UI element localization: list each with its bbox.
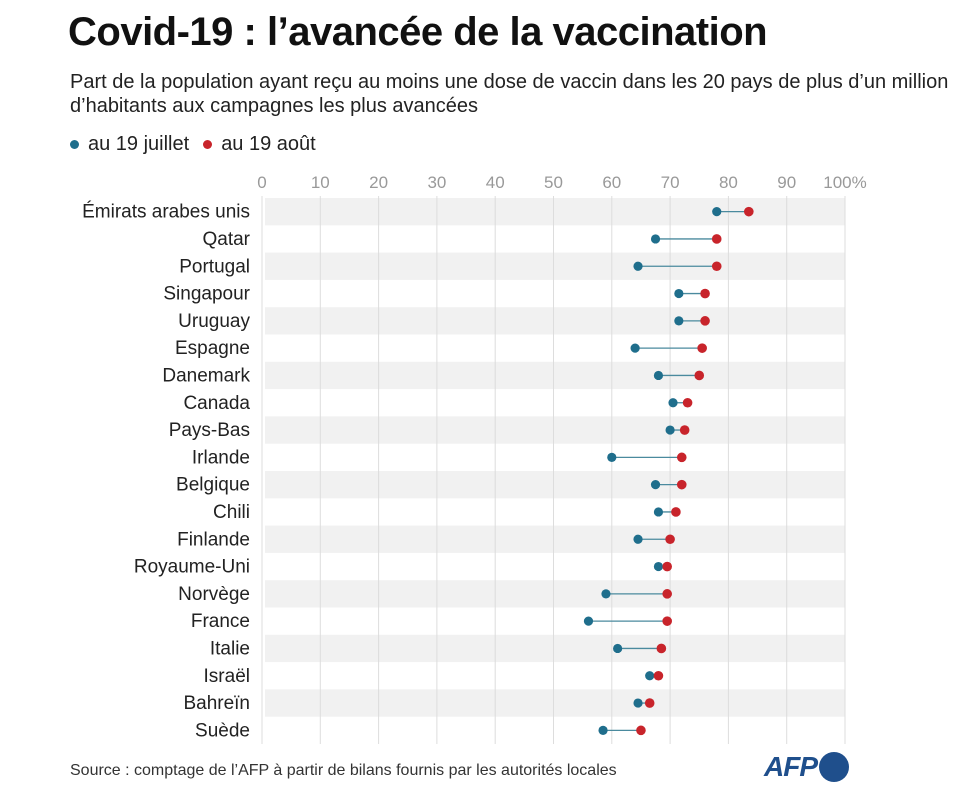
category-label: Israël — [204, 666, 250, 687]
legend-item-august: au 19 août — [203, 133, 316, 156]
point-august — [682, 397, 693, 408]
point-august — [700, 316, 710, 326]
point-august — [671, 507, 681, 517]
category-label: Bahreïn — [183, 693, 250, 714]
point-july — [601, 589, 611, 599]
point-july — [598, 725, 608, 735]
chart-subtitle: Part de la population ayant reçu au moin… — [70, 71, 949, 117]
legend-item-july: au 19 juillet — [70, 133, 189, 156]
point-july — [665, 425, 675, 435]
category-label: Norvège — [178, 584, 250, 605]
point-july — [712, 207, 722, 217]
legend-label-august: au 19 août — [221, 133, 316, 155]
x-tick-label: 70 — [661, 173, 680, 192]
x-tick-label: 20 — [369, 173, 388, 192]
point-july — [653, 561, 664, 572]
point-july — [633, 534, 643, 544]
point-august — [662, 589, 672, 599]
point-august — [656, 643, 667, 654]
row-band — [265, 689, 845, 717]
point-august — [665, 534, 675, 545]
category-label: Finlande — [177, 529, 250, 550]
point-july — [653, 507, 664, 517]
x-tick-label: 40 — [486, 173, 505, 192]
category-label: Uruguay — [178, 311, 250, 332]
point-august — [697, 343, 707, 353]
afp-logo-text: AFP — [764, 751, 818, 782]
category-label: Royaume-Uni — [134, 557, 250, 578]
row-band — [265, 471, 845, 499]
point-july — [645, 671, 655, 681]
category-label: Chili — [213, 502, 250, 523]
point-august — [662, 616, 672, 626]
point-august — [744, 206, 754, 217]
chart-title: Covid-19 : l’avancée de la vaccination — [68, 10, 768, 54]
row-band — [265, 252, 845, 280]
point-july — [650, 480, 661, 490]
legend-dot-july — [70, 140, 79, 149]
row-band — [265, 198, 845, 226]
afp-logo-circle-icon — [819, 752, 849, 782]
category-label: Qatar — [202, 229, 250, 250]
point-july — [583, 616, 594, 626]
point-august — [679, 425, 690, 435]
category-label: Canada — [183, 393, 250, 414]
legend-dot-august — [203, 140, 213, 149]
x-tick-label: 0 — [257, 173, 266, 192]
source-note: Source : comptage de l’AFP à partir de b… — [70, 762, 617, 779]
point-august — [711, 234, 722, 244]
x-tick-label: 80 — [719, 173, 738, 192]
x-tick-label: 50 — [544, 173, 563, 192]
point-july — [674, 288, 684, 299]
category-label: Irlande — [192, 447, 250, 468]
dot-plot-chart: 0 10 20 30 40 50 60 70 80 90 100% Émirats arabes un… — [82, 173, 867, 744]
x-tick-label: 30 — [427, 173, 446, 192]
row-band — [265, 525, 845, 553]
x-tick-label: 100% — [823, 173, 866, 192]
category-label: Italie — [210, 638, 250, 659]
afp-logo: AFP — [764, 751, 849, 783]
point-august — [676, 479, 687, 490]
point-july — [633, 261, 643, 271]
point-august — [711, 261, 722, 272]
point-july — [650, 234, 661, 244]
x-tick-label: 90 — [777, 173, 796, 192]
category-label: Portugal — [179, 256, 250, 277]
row-band — [265, 307, 845, 335]
point-august — [700, 288, 710, 299]
category-label: Pays-Bas — [169, 420, 250, 441]
row-band — [265, 361, 845, 390]
point-july — [674, 316, 684, 326]
legend: au 19 juillet au 19 août — [70, 133, 330, 156]
point-august — [662, 561, 672, 572]
x-tick-label: 60 — [602, 173, 621, 192]
legend-label-july: au 19 juillet — [88, 133, 190, 155]
category-label: Singapour — [163, 284, 250, 305]
row-band — [265, 416, 845, 444]
point-july — [653, 370, 664, 381]
point-august — [636, 725, 646, 736]
point-august — [644, 698, 655, 708]
point-august — [653, 670, 664, 681]
point-july — [607, 452, 617, 462]
point-july — [633, 698, 643, 708]
category-label: Belgique — [176, 475, 250, 496]
row-band — [265, 634, 845, 663]
x-tick-label: 10 — [311, 173, 330, 192]
category-label: France — [191, 611, 250, 632]
point-july — [630, 343, 640, 353]
category-label: Émirats arabes unis — [82, 202, 250, 223]
category-label: Espagne — [175, 338, 250, 359]
category-label: Suède — [195, 720, 250, 741]
point-august — [676, 452, 687, 463]
row-band — [265, 580, 845, 608]
point-july — [613, 643, 623, 654]
point-july — [668, 398, 678, 408]
category-label: Danemark — [162, 365, 250, 386]
point-august — [694, 370, 705, 381]
